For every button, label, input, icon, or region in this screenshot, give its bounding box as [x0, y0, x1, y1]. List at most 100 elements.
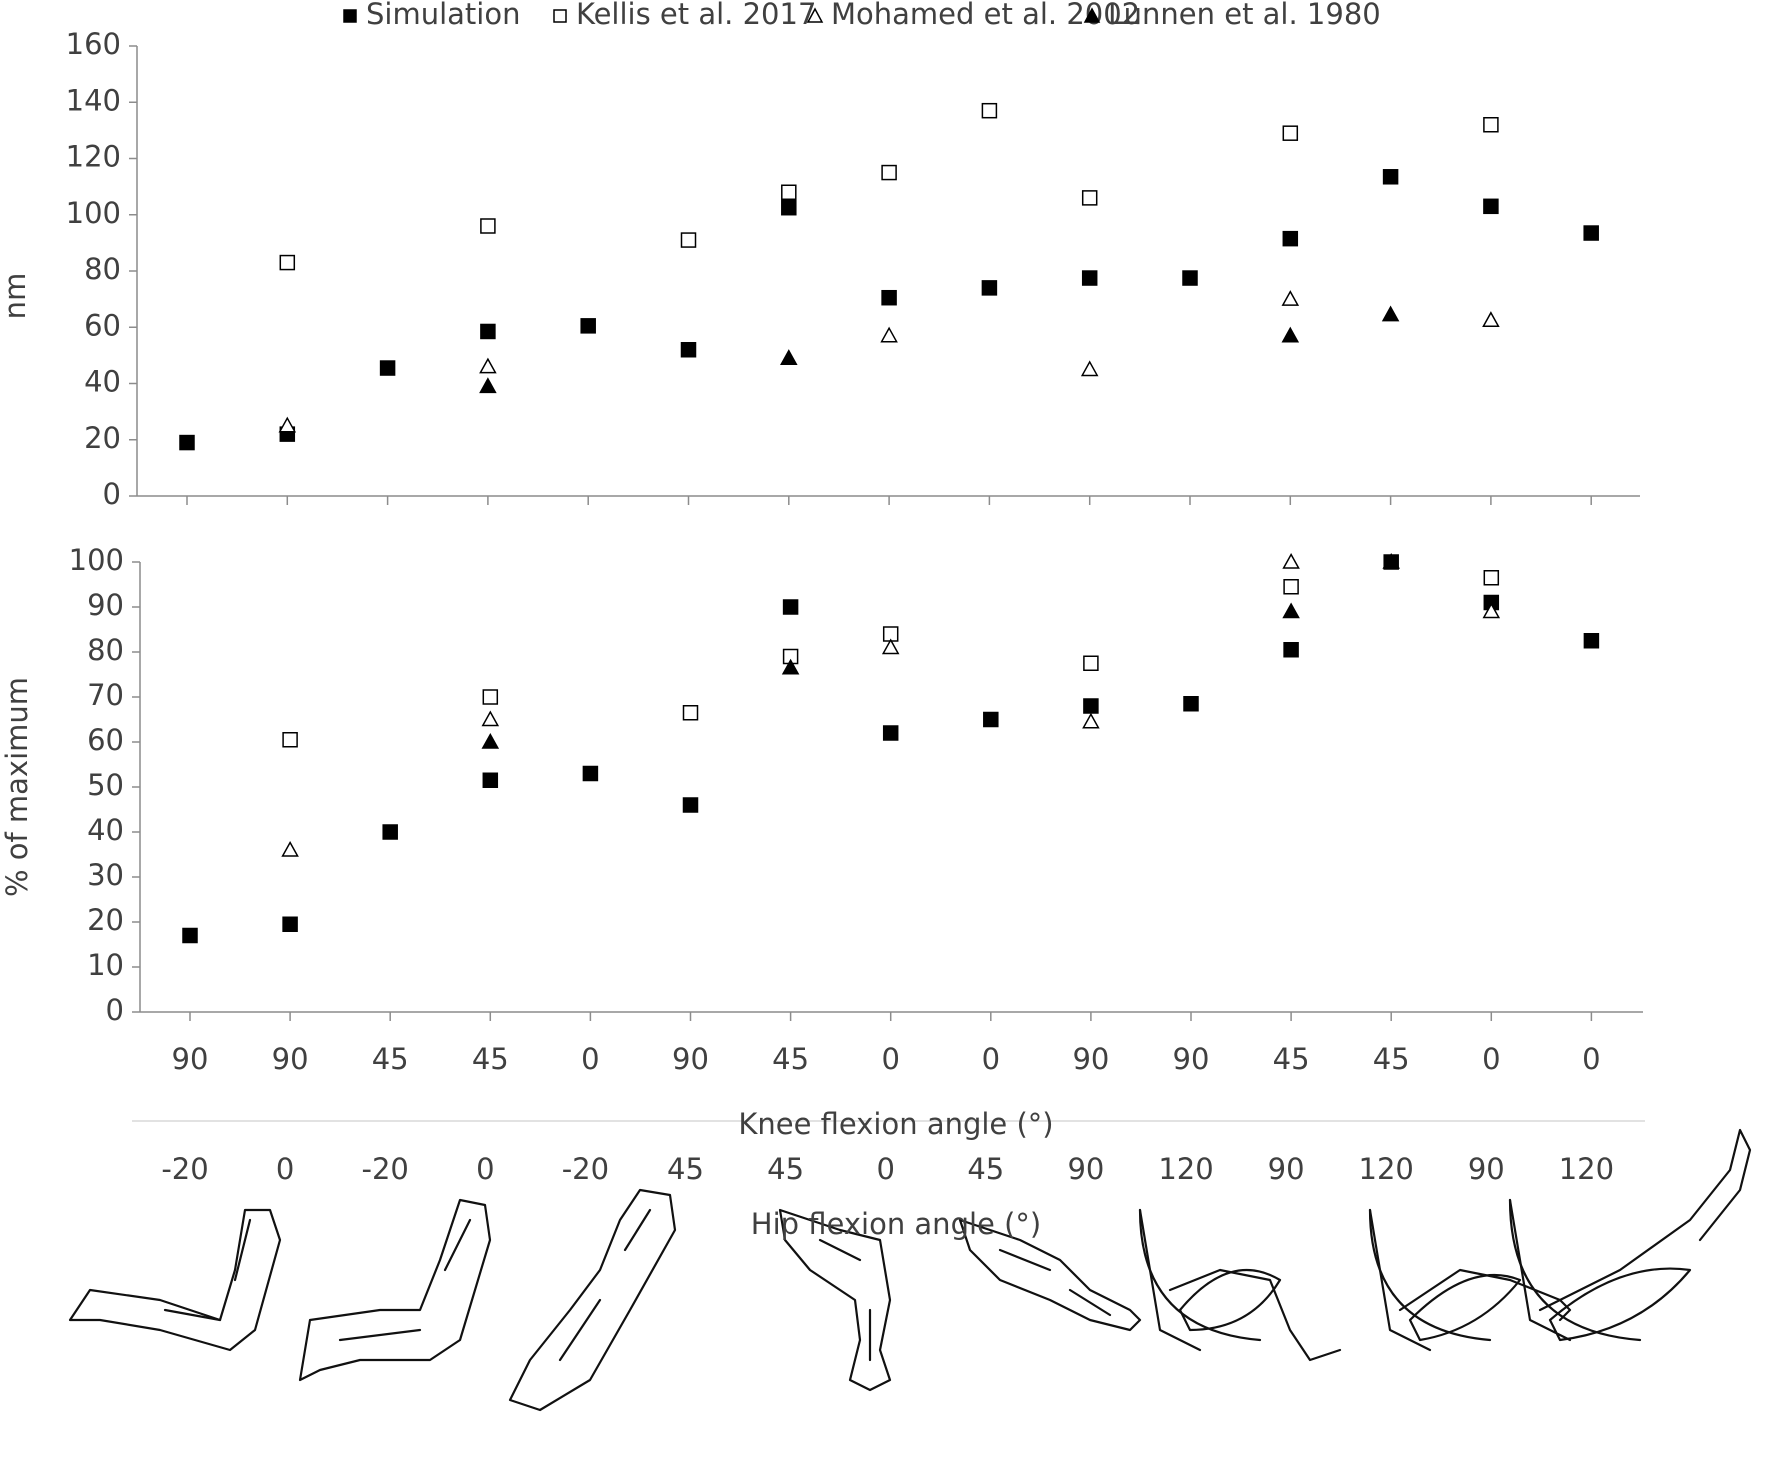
x-tick-label: 90 [672, 1042, 709, 1076]
y-tick-label: 100 [66, 196, 121, 230]
marker [880, 326, 898, 343]
marker [781, 184, 797, 200]
marker [682, 797, 699, 813]
legend-marker [553, 9, 567, 23]
marker [481, 732, 500, 749]
x-tick-label: 0 [581, 1042, 599, 1076]
marker [582, 765, 599, 782]
marker [1281, 326, 1300, 343]
x2-tick-label: 120 [1359, 1152, 1414, 1186]
legend-label: Simulation [366, 0, 520, 31]
marker [482, 772, 499, 788]
x-tick-label: 90 [172, 1042, 209, 1076]
marker [881, 638, 900, 655]
y-tick-label: 30 [87, 858, 124, 892]
x-tick-label: 90 [272, 1042, 309, 1076]
x-tick-label: 0 [1482, 1042, 1500, 1076]
marker [781, 658, 800, 675]
x2-axis-label: Hip flexion angle (°) [751, 1207, 1041, 1241]
y-tick-label: 80 [84, 252, 121, 286]
x2-tick-label: 0 [476, 1152, 494, 1186]
leg-sketch [68, 1208, 282, 1352]
marker [1382, 169, 1399, 185]
x2-tick-label: 90 [1468, 1152, 1505, 1186]
y-tick-label: 20 [84, 421, 121, 455]
marker [1282, 552, 1300, 569]
y-tick-label: 100 [69, 543, 124, 577]
marker [1083, 655, 1099, 671]
x2-tick-label: 120 [1158, 1152, 1213, 1186]
x-tick-label: 90 [1173, 1042, 1210, 1076]
marker [881, 164, 897, 181]
marker [481, 710, 500, 727]
marker [1082, 712, 1100, 729]
marker [179, 434, 195, 451]
marker [1081, 270, 1098, 286]
marker [780, 349, 798, 365]
y-axis-label: nm [0, 273, 32, 320]
leg-sketch [508, 1188, 677, 1412]
marker [1283, 642, 1299, 658]
leg-sketch [1368, 1208, 1572, 1352]
x-axis-label: Knee flexion angle (°) [738, 1107, 1053, 1141]
marker [1283, 579, 1299, 595]
x-tick-label: 45 [772, 1042, 809, 1076]
x-tick-label: 0 [982, 1042, 1000, 1076]
x2-tick-label: -20 [161, 1152, 208, 1186]
x-tick-label: 45 [372, 1042, 409, 1076]
marker [379, 360, 396, 376]
marker [983, 711, 999, 728]
legend: Simulation Kellis et al. 2017 Mohamed et a… [343, 0, 1381, 31]
marker [479, 377, 497, 394]
x2-tick-label: 45 [967, 1152, 1004, 1186]
x2-tick-label: 45 [767, 1152, 804, 1186]
marker [1282, 602, 1300, 619]
marker [282, 916, 298, 932]
marker [1183, 696, 1199, 712]
x-tick-label: 0 [881, 1042, 899, 1076]
y-tick-label: 80 [87, 633, 124, 667]
y-tick-label: 0 [106, 993, 124, 1027]
leg-illustrations [68, 1128, 1752, 1412]
y-tick-label: 160 [66, 27, 121, 61]
y-tick-label: 20 [87, 903, 124, 937]
marker [1182, 270, 1198, 286]
marker [282, 732, 298, 748]
marker [1483, 117, 1499, 133]
marker [680, 342, 697, 358]
y-tick-label: 40 [84, 365, 121, 399]
x2-tick-label: 120 [1559, 1152, 1614, 1186]
x2-tick-label: -20 [562, 1152, 609, 1186]
marker [279, 254, 296, 271]
x-tick-label: 0 [1582, 1042, 1600, 1076]
leg-sketch [298, 1198, 492, 1382]
marker [1483, 198, 1499, 215]
marker [480, 323, 496, 340]
x2-tick-label: -20 [362, 1152, 409, 1186]
x-tick-label: 45 [1273, 1042, 1310, 1076]
marker [482, 689, 499, 705]
marker [1381, 305, 1400, 322]
marker [1482, 602, 1501, 619]
y-tick-label: 90 [87, 588, 124, 622]
marker [580, 318, 596, 334]
marker [1483, 570, 1500, 586]
y-tick-label: 140 [66, 83, 121, 117]
y-tick-label: 0 [103, 477, 121, 511]
marker [1482, 311, 1500, 327]
marker [682, 705, 699, 721]
marker [781, 199, 797, 216]
marker [882, 725, 899, 741]
leg-sketch [958, 1218, 1142, 1332]
legend-marker [343, 9, 357, 23]
marker [981, 102, 998, 119]
x2-tick-label: 90 [1067, 1152, 1104, 1186]
marker [1081, 190, 1098, 206]
x-tick-label: 45 [1373, 1042, 1410, 1076]
marker [382, 824, 398, 840]
y-tick-label: 70 [87, 678, 124, 712]
marker [281, 840, 299, 857]
leg-sketch [1508, 1128, 1752, 1342]
marker [680, 232, 697, 248]
y-tick-label: 60 [84, 308, 121, 342]
